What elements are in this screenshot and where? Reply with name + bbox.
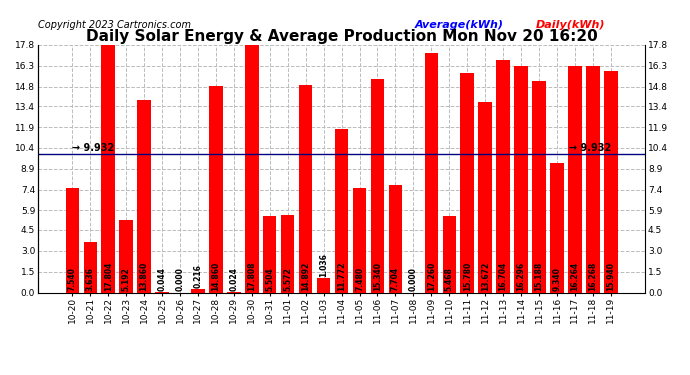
- Bar: [460, 73, 474, 292]
- Bar: [209, 86, 223, 292]
- Text: 0.000: 0.000: [409, 267, 418, 291]
- Bar: [371, 79, 384, 292]
- Text: 0.216: 0.216: [193, 264, 202, 288]
- Text: Daily(kWh): Daily(kWh): [536, 20, 605, 30]
- Bar: [353, 189, 366, 292]
- Bar: [245, 45, 259, 292]
- Text: Copyright 2023 Cartronics.com: Copyright 2023 Cartronics.com: [38, 20, 191, 30]
- Bar: [532, 81, 546, 292]
- Bar: [335, 129, 348, 292]
- Bar: [83, 242, 97, 292]
- Bar: [263, 216, 277, 292]
- Text: 17.804: 17.804: [104, 262, 112, 291]
- Text: 16.296: 16.296: [517, 262, 526, 291]
- Text: 11.772: 11.772: [337, 262, 346, 291]
- Bar: [478, 102, 492, 292]
- Bar: [281, 215, 295, 292]
- Text: 3.636: 3.636: [86, 267, 95, 291]
- Text: 0.024: 0.024: [229, 267, 238, 291]
- Text: 16.268: 16.268: [589, 262, 598, 291]
- Text: → 9.932: → 9.932: [569, 143, 611, 153]
- Text: 0.044: 0.044: [157, 267, 166, 291]
- Text: 5.468: 5.468: [445, 267, 454, 291]
- Bar: [119, 220, 133, 292]
- Bar: [568, 66, 582, 292]
- Text: 5.572: 5.572: [283, 268, 292, 291]
- Text: 15.780: 15.780: [463, 262, 472, 291]
- Text: 14.860: 14.860: [211, 262, 220, 291]
- Text: 1.036: 1.036: [319, 253, 328, 277]
- Text: → 9.932: → 9.932: [72, 143, 115, 153]
- Text: 9.340: 9.340: [553, 267, 562, 291]
- Text: 14.892: 14.892: [301, 262, 310, 291]
- Bar: [604, 71, 618, 292]
- Bar: [66, 188, 79, 292]
- Text: 5.192: 5.192: [121, 268, 130, 291]
- Bar: [137, 100, 151, 292]
- Bar: [586, 66, 600, 292]
- Bar: [442, 216, 456, 292]
- Bar: [496, 60, 510, 292]
- Text: 7.540: 7.540: [68, 267, 77, 291]
- Text: 17.260: 17.260: [427, 262, 436, 291]
- Text: 16.264: 16.264: [571, 262, 580, 291]
- Text: 5.504: 5.504: [265, 268, 274, 291]
- Text: 7.704: 7.704: [391, 267, 400, 291]
- Bar: [299, 86, 313, 292]
- Bar: [514, 66, 528, 292]
- Bar: [550, 163, 564, 292]
- Text: 0.000: 0.000: [175, 267, 184, 291]
- Text: 13.672: 13.672: [481, 262, 490, 291]
- Text: 13.860: 13.860: [139, 262, 148, 291]
- Text: Average(kWh): Average(kWh): [415, 20, 504, 30]
- Bar: [424, 53, 438, 292]
- Title: Daily Solar Energy & Average Production Mon Nov 20 16:20: Daily Solar Energy & Average Production …: [86, 29, 598, 44]
- Text: 15.940: 15.940: [607, 262, 615, 291]
- Text: 7.480: 7.480: [355, 267, 364, 291]
- Bar: [101, 45, 115, 292]
- Text: 16.704: 16.704: [499, 262, 508, 291]
- Bar: [317, 278, 331, 292]
- Bar: [388, 185, 402, 292]
- Bar: [191, 290, 205, 292]
- Text: 15.188: 15.188: [535, 262, 544, 291]
- Text: 17.808: 17.808: [247, 262, 256, 291]
- Text: 15.340: 15.340: [373, 262, 382, 291]
